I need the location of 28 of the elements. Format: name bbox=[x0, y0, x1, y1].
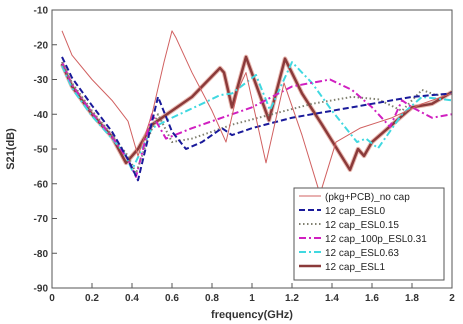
y-tick-label: -70 bbox=[34, 214, 48, 225]
x-tick-label: 1 bbox=[249, 293, 256, 304]
x-tick-label: 1.6 bbox=[365, 293, 380, 304]
y-tick-label: -90 bbox=[34, 284, 48, 294]
legend-label: 12 cap_ESL1 bbox=[325, 262, 386, 273]
x-tick-label: 1.4 bbox=[325, 293, 340, 304]
x-axis-title: frequency(GHz) bbox=[211, 309, 294, 321]
x-tick-label: 0.4 bbox=[125, 293, 140, 304]
x-tick-label: 0 bbox=[49, 293, 56, 304]
y-tick-label: -60 bbox=[34, 179, 48, 190]
y-tick-label: -80 bbox=[34, 248, 48, 260]
legend-label: 12 cap_ESL0.63 bbox=[325, 248, 400, 259]
x-tick-label: 2 bbox=[449, 293, 456, 304]
legend-label: 12 cap_100p_ESL0.31 bbox=[325, 234, 428, 245]
x-tick-label: 0.8 bbox=[205, 293, 220, 304]
x-tick-label: 1.2 bbox=[285, 293, 300, 304]
legend-label: (pkg+PCB)_no cap bbox=[325, 192, 410, 203]
y-axis-title: S21(dB) bbox=[5, 128, 17, 170]
y-tick-label: -40 bbox=[34, 110, 48, 121]
legend-label: 12 cap_ESL0.15 bbox=[325, 220, 400, 231]
y-tick-label: -50 bbox=[34, 144, 48, 156]
x-tick-label: 0.2 bbox=[85, 293, 100, 304]
x-tick-label: 0.6 bbox=[165, 293, 180, 304]
y-tick-label: -30 bbox=[34, 75, 48, 86]
y-tick-label: -20 bbox=[34, 40, 48, 52]
x-tick-label: 1.8 bbox=[405, 293, 420, 304]
y-tick-label: -10 bbox=[34, 6, 48, 16]
legend-label: 12 cap_ESL0 bbox=[325, 206, 386, 217]
